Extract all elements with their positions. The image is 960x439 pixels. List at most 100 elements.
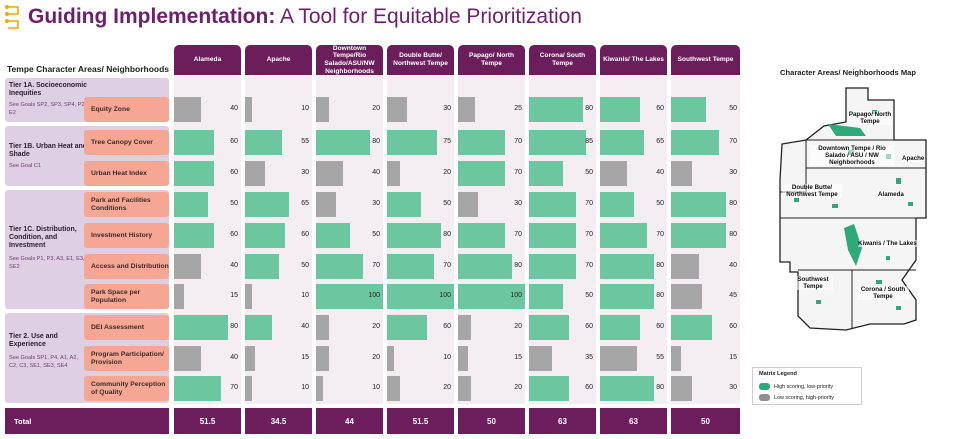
score-bar [458, 223, 505, 248]
score-value: 80 [656, 262, 664, 269]
score-bar [600, 376, 654, 401]
score-bar [671, 254, 699, 279]
score-value: 60 [656, 105, 664, 112]
score-bar [529, 376, 570, 401]
score-value: 15 [729, 354, 737, 361]
map-label-alameda: Alameda [878, 191, 904, 199]
score-bar [387, 130, 438, 155]
col-head-kiwanis: Kiwanis/ The Lakes [600, 45, 667, 75]
score-value: 50 [585, 169, 593, 176]
score-bar [174, 130, 215, 155]
score-value: 70 [372, 262, 380, 269]
score-bar [458, 254, 512, 279]
legend-title: Matrix Legend [759, 371, 797, 377]
score-value: 30 [372, 200, 380, 207]
score-cell: 15 [174, 284, 241, 310]
score-cell: 15 [245, 346, 312, 372]
score-bar [174, 97, 201, 122]
page-title-light: A Tool for Equitable Prioritization [280, 5, 582, 28]
score-bar [245, 223, 286, 248]
score-bar [387, 254, 434, 279]
col-head-apache: Apache [245, 45, 312, 75]
score-value: 100 [510, 292, 522, 299]
criterion-label: Program Participation/ Provision [84, 346, 169, 371]
score-value: 100 [439, 292, 451, 299]
score-value: 50 [301, 262, 309, 269]
score-cell: 70 [671, 130, 740, 156]
score-bar [245, 161, 266, 186]
score-bar [316, 315, 330, 340]
park-area [908, 202, 913, 206]
total-corona: 63 [529, 408, 596, 434]
score-cell: 30 [245, 161, 312, 187]
score-value: 50 [656, 200, 664, 207]
score-cell: 20 [387, 161, 454, 187]
score-value: 50 [729, 105, 737, 112]
map-title: Character Areas/ Neighborhoods Map [780, 68, 917, 77]
score-cell: 100 [387, 284, 454, 310]
score-cell: 20 [316, 97, 383, 123]
score-cell: 40 [174, 97, 241, 123]
score-cell: 40 [174, 346, 241, 372]
score-cell: 80 [600, 376, 667, 402]
score-value: 25 [514, 105, 522, 112]
score-bar [458, 376, 472, 401]
score-bar [458, 97, 475, 122]
score-bar [316, 284, 383, 309]
score-cell: 60 [245, 223, 312, 249]
score-bar [387, 315, 428, 340]
score-cell: 70 [458, 130, 525, 156]
page-title: Guiding Implementation: A Tool for Equit… [28, 4, 582, 30]
matrix-legend: Matrix Legend High scoring, low-priority… [752, 367, 862, 405]
score-value: 40 [729, 262, 737, 269]
score-cell: 60 [174, 130, 241, 156]
score-value: 35 [585, 354, 593, 361]
score-cell: 80 [671, 223, 740, 249]
map-label-papago: Papago/ North Tempe [848, 111, 892, 126]
score-value: 40 [230, 262, 238, 269]
score-cell: 80 [316, 130, 383, 156]
score-bar [671, 130, 720, 155]
tier-title: Tier 1A. Socioeconomic Inequities [9, 82, 87, 97]
score-bar [387, 284, 454, 309]
score-bar [671, 97, 706, 122]
score-bar [529, 254, 576, 279]
score-value: 45 [729, 292, 737, 299]
score-value: 75 [443, 138, 451, 145]
score-bar [671, 346, 682, 371]
score-bar [458, 161, 505, 186]
score-bar [316, 376, 323, 401]
legend-label-high: High scoring, low-priority [774, 383, 834, 390]
score-cell: 100 [458, 284, 525, 310]
total-apache: 34.5 [245, 408, 312, 434]
score-cell: 45 [671, 284, 740, 310]
score-bar [529, 161, 563, 186]
score-bar [529, 284, 563, 309]
logo-icon [5, 5, 19, 29]
score-value: 10 [443, 354, 451, 361]
score-cell: 55 [245, 130, 312, 156]
score-value: 85 [585, 138, 593, 145]
score-value: 30 [514, 200, 522, 207]
col-head-southwest: Southwest Tempe [671, 45, 740, 75]
criterion-label: Park Space per Population [84, 284, 169, 309]
score-cell: 30 [316, 192, 383, 218]
score-value: 20 [514, 384, 522, 391]
score-value: 55 [301, 138, 309, 145]
score-value: 80 [230, 323, 238, 330]
score-value: 70 [585, 200, 593, 207]
score-value: 60 [230, 169, 238, 176]
score-value: 80 [585, 105, 593, 112]
tier-goals: See Goal C1 [9, 163, 42, 169]
score-bar [387, 97, 408, 122]
score-cell: 40 [316, 161, 383, 187]
score-bar [600, 97, 641, 122]
score-bar [387, 346, 394, 371]
score-value: 20 [443, 169, 451, 176]
total-downtown: 44 [316, 408, 383, 434]
score-value: 20 [372, 323, 380, 330]
score-value: 30 [729, 169, 737, 176]
score-cell: 50 [316, 223, 383, 249]
score-cell: 85 [529, 130, 596, 156]
score-bar [600, 130, 644, 155]
